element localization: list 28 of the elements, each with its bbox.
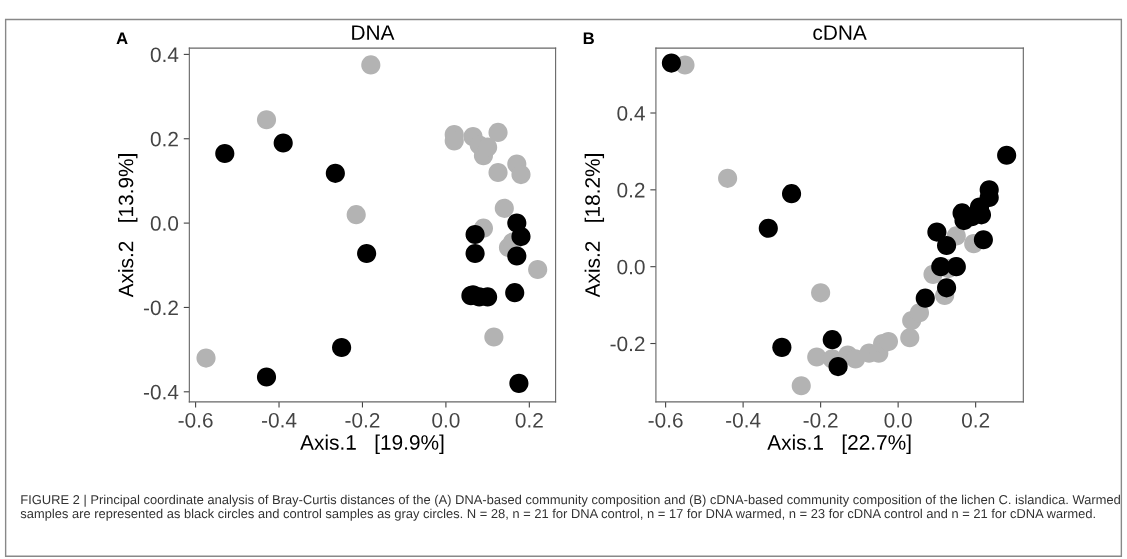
x-tick-label: -0.4 bbox=[726, 412, 761, 428]
x-tick-label: 0.0 bbox=[432, 412, 460, 428]
y-tick-label: -0.2 bbox=[610, 336, 645, 352]
y-tick-label: 0.0 bbox=[617, 259, 645, 275]
x-tick-label: -0.2 bbox=[345, 412, 380, 428]
x-tick-label: 0.2 bbox=[515, 412, 543, 428]
y-axis-title: Axis.2 [18.2%] bbox=[584, 154, 605, 298]
x-axis-title: Axis.1 [19.9%] bbox=[300, 434, 444, 454]
y-tick-label: 0.0 bbox=[150, 216, 179, 231]
x-tick-label: 0.2 bbox=[961, 412, 990, 428]
x-tick-label: 0.0 bbox=[884, 412, 912, 428]
x-tick-label: -0.4 bbox=[262, 412, 297, 428]
y-tick-label: 0.2 bbox=[617, 182, 645, 198]
x-axis-title: Axis.1 [22.7%] bbox=[767, 434, 911, 454]
text: B bbox=[583, 32, 594, 45]
y-tick-label: 0.2 bbox=[150, 131, 178, 147]
caption: FIGURE 2 | Principal coordinate analysis of Bray-Curtis distances of the (A) DNA-based community composition and (B) cDNA-based community composition of the lichen C. islandica. Warmed samples are represented as black circles and control samples as gray circles. N = 28, n = 21 for DNA control, n = 17 for DNA warmed, n = 23 for cDNA control and n = 21 for cDNA warmed. bbox=[20, 494, 1120, 521]
chart-title: cDNA bbox=[813, 25, 867, 40]
y-tick-label: 0.4 bbox=[150, 47, 179, 63]
text: A bbox=[116, 32, 128, 45]
x-tick-label: -0.6 bbox=[648, 412, 683, 428]
x-tick-label: -0.2 bbox=[803, 412, 838, 428]
chart-title: DNA bbox=[352, 25, 395, 40]
y-tick-label: -0.4 bbox=[143, 384, 179, 400]
y-tick-label: 0.4 bbox=[617, 106, 645, 121]
y-tick-label: -0.2 bbox=[143, 300, 178, 316]
x-tick-label: -0.6 bbox=[178, 412, 213, 428]
y-axis-title: Axis.2 [13.9%] bbox=[118, 154, 138, 298]
